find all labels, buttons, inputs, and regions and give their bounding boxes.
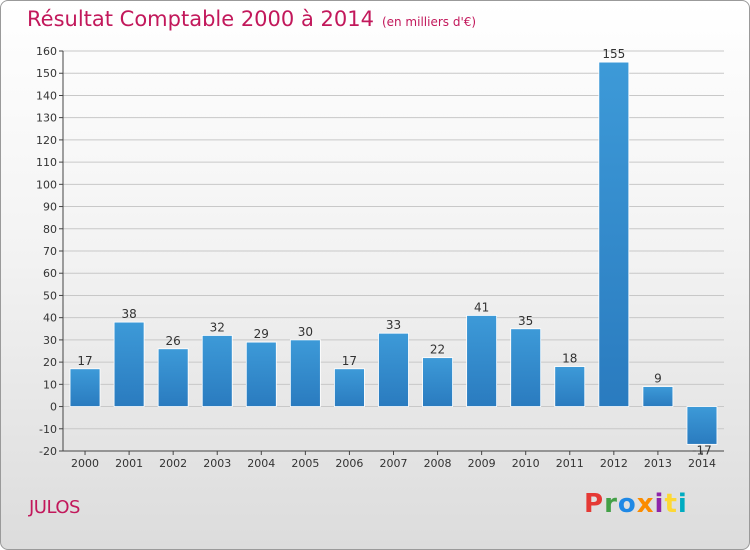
y-tick-label: 20 [43,356,57,369]
y-tick-label: 150 [36,67,57,80]
x-tick-label: 2001 [115,457,143,470]
bar [245,341,277,407]
y-tick-label: 40 [43,312,57,325]
x-tick-label: 2000 [71,457,99,470]
y-tick-label: -10 [39,423,57,436]
y-tick-label: -20 [39,445,57,458]
data-label: 155 [602,47,625,61]
logo-letter: i [677,489,688,519]
x-tick-label: 2007 [380,457,408,470]
chart-title: Résultat Comptable 2000 à 2014 (en millie… [27,7,476,31]
y-tick-label: 120 [36,134,57,147]
logo-letter: x [636,489,655,519]
y-tick-label: 70 [43,245,57,258]
proxiti-logo: Proxiti [584,489,688,519]
logo-letter: i [654,489,665,519]
bar [378,332,409,407]
x-tick-label: 2009 [468,457,496,470]
logo-letter: r [604,489,618,519]
x-tick-label: 2002 [159,457,187,470]
bar [598,61,630,407]
bar [466,315,498,407]
data-label: 22 [430,343,445,357]
x-tick-label: 2006 [335,457,363,470]
data-label: 17 [77,354,92,368]
x-tick-label: 2008 [424,457,452,470]
y-tick-label: 110 [36,156,57,169]
data-label: 41 [474,300,489,314]
data-label: 18 [562,352,577,366]
commune-name: JULOS [29,497,80,518]
x-tick-label: 2014 [688,457,716,470]
data-label: 33 [386,318,401,332]
x-tick-label: 2005 [291,457,319,470]
bar [69,368,101,407]
title-text: Résultat Comptable 2000 à 2014 [27,7,374,31]
logo-letter: t [664,489,678,519]
y-tick-label: 160 [36,45,57,58]
data-label: 38 [121,307,136,321]
data-label: -17 [692,443,712,457]
bar [554,366,586,407]
data-label: 32 [210,320,225,334]
bar [289,339,321,407]
bar [642,386,674,407]
x-tick-label: 2003 [203,457,231,470]
logo-letter: o [617,489,637,519]
bar [113,321,145,407]
bar [201,335,233,407]
data-label: 35 [518,314,533,328]
data-label: 29 [254,327,269,341]
bar [334,368,365,407]
x-tick-label: 2013 [644,457,672,470]
x-tick-label: 2004 [247,457,275,470]
y-tick-label: 100 [36,178,57,191]
y-tick-label: 50 [43,289,57,302]
bar [510,328,542,407]
y-tick-label: 80 [43,223,57,236]
bar [422,357,453,407]
y-tick-label: 130 [36,112,57,125]
y-tick-label: 30 [43,334,57,347]
x-tick-label: 2011 [556,457,584,470]
bar [686,406,718,445]
x-tick-label: 2012 [600,457,628,470]
logo-letter: P [584,489,605,519]
data-label: 30 [298,325,313,339]
y-tick-label: 0 [50,401,57,414]
data-label: 9 [654,372,662,386]
y-tick-label: 60 [43,267,57,280]
y-tick-label: 10 [43,378,57,391]
data-label: 26 [166,334,181,348]
unit-note: (en milliers d'€) [381,15,477,29]
y-tick-label: 90 [43,201,57,214]
data-label: 17 [342,354,357,368]
bar [157,348,189,407]
x-tick-label: 2010 [512,457,540,470]
y-tick-label: 140 [36,89,57,102]
